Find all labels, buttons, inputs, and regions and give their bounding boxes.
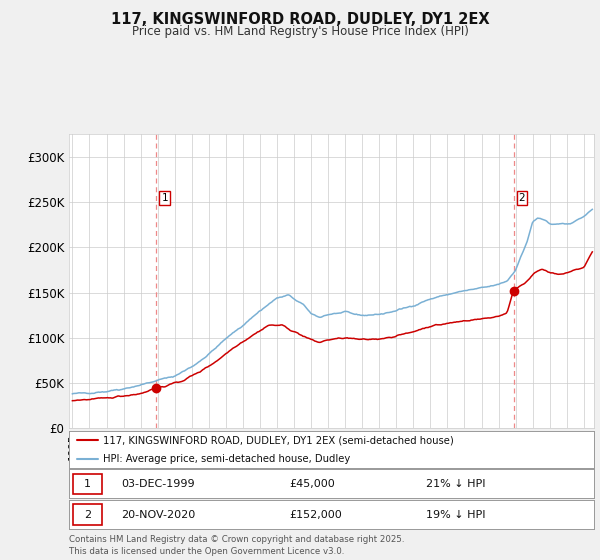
Text: 19% ↓ HPI: 19% ↓ HPI (426, 510, 485, 520)
FancyBboxPatch shape (73, 474, 102, 494)
Text: 03-DEC-1999: 03-DEC-1999 (121, 479, 195, 489)
Text: £45,000: £45,000 (290, 479, 335, 489)
Text: £152,000: £152,000 (290, 510, 342, 520)
Text: 1: 1 (84, 479, 91, 489)
Text: 117, KINGSWINFORD ROAD, DUDLEY, DY1 2EX (semi-detached house): 117, KINGSWINFORD ROAD, DUDLEY, DY1 2EX … (103, 435, 454, 445)
Text: Price paid vs. HM Land Registry's House Price Index (HPI): Price paid vs. HM Land Registry's House … (131, 25, 469, 38)
Text: 117, KINGSWINFORD ROAD, DUDLEY, DY1 2EX: 117, KINGSWINFORD ROAD, DUDLEY, DY1 2EX (110, 12, 490, 27)
Text: Contains HM Land Registry data © Crown copyright and database right 2025.
This d: Contains HM Land Registry data © Crown c… (69, 535, 404, 556)
Text: 2: 2 (518, 193, 525, 203)
Text: 21% ↓ HPI: 21% ↓ HPI (426, 479, 485, 489)
Text: HPI: Average price, semi-detached house, Dudley: HPI: Average price, semi-detached house,… (103, 454, 350, 464)
Text: 2: 2 (84, 510, 91, 520)
FancyBboxPatch shape (73, 505, 102, 525)
Text: 1: 1 (161, 193, 168, 203)
Text: 20-NOV-2020: 20-NOV-2020 (121, 510, 196, 520)
